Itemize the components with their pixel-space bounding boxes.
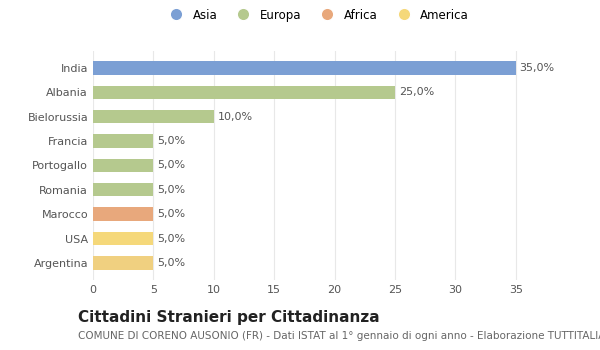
Bar (93, 232, 154, 245)
Text: 35,0%: 35,0% (520, 63, 554, 73)
Text: 10,0%: 10,0% (217, 112, 253, 121)
Text: 5,0%: 5,0% (157, 258, 185, 268)
Bar (93, 61, 516, 75)
Bar (93, 85, 395, 99)
Text: 5,0%: 5,0% (157, 185, 185, 195)
Text: 5,0%: 5,0% (157, 233, 185, 244)
Text: 5,0%: 5,0% (157, 136, 185, 146)
Bar (93, 183, 154, 196)
Legend: Asia, Europa, Africa, America: Asia, Europa, Africa, America (162, 6, 471, 24)
Bar (93, 134, 154, 148)
Text: 5,0%: 5,0% (157, 160, 185, 170)
Bar (93, 159, 154, 172)
Text: 5,0%: 5,0% (157, 209, 185, 219)
Bar (93, 208, 154, 221)
Text: COMUNE DI CORENO AUSONIO (FR) - Dati ISTAT al 1° gennaio di ogni anno - Elaboraz: COMUNE DI CORENO AUSONIO (FR) - Dati IST… (78, 331, 600, 341)
Text: 25,0%: 25,0% (398, 87, 434, 97)
Bar (93, 110, 214, 123)
Text: Cittadini Stranieri per Cittadinanza: Cittadini Stranieri per Cittadinanza (78, 310, 380, 325)
Bar (93, 256, 154, 270)
